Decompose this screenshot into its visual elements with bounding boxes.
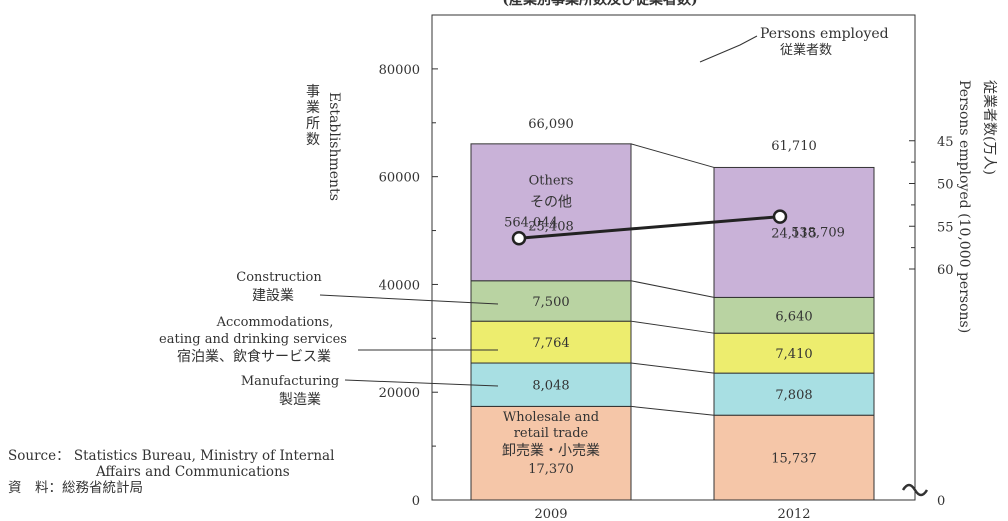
others-label-ja: その他 — [530, 194, 572, 210]
line-legend-ja: 従業者数 — [780, 42, 832, 58]
wholesale-label-ja: 卸売業・小売業 — [502, 443, 600, 459]
connector-line — [630, 143, 715, 168]
x-tick-label: 2009 — [534, 507, 567, 521]
bar-segment — [713, 332, 875, 374]
left-axis-title-ja-char: 所 — [306, 116, 320, 132]
leader-line-construction — [319, 294, 499, 305]
axes: 0 20000 40000 60000 80000 0 45 50 55 60 Establishm… — [306, 14, 997, 521]
bar-segment — [713, 414, 875, 501]
left-axis-title-en: Establishments — [326, 92, 342, 201]
bar-value-label: 7,764 — [532, 336, 569, 351]
left-axis-title-ja-char: 数 — [306, 132, 320, 148]
left-label-accommodations-en2: eating and drinking services — [159, 332, 347, 347]
left-tick-label: 60000 — [379, 171, 420, 186]
bar-value-label: 15,737 — [771, 452, 817, 467]
connector-line — [630, 405, 715, 416]
axis-break-mark — [901, 483, 929, 497]
left-label-construction-en: Construction — [236, 270, 322, 285]
left-tick-label: 20000 — [379, 386, 420, 401]
right-tick-label: 50 — [937, 178, 954, 193]
right-tick-label: 45 — [937, 135, 954, 150]
others-label-en: Others — [529, 173, 574, 188]
bar-value-label: 7,410 — [775, 347, 812, 362]
bar-value-label: 17,370 — [528, 462, 574, 477]
source-line-1: Source： Statistics Bureau, Ministry of I… — [8, 448, 335, 464]
bar-value-label: 6,640 — [775, 309, 812, 324]
total-label: 66,090 — [528, 117, 574, 132]
source-line-3: 資 料：総務省統計局 — [8, 480, 143, 496]
bar-segment — [470, 280, 632, 322]
employment-value-label: 564,044 — [504, 215, 558, 230]
wholesale-label-en1: Wholesale and — [503, 410, 599, 425]
chart-title: (産業別事業所数及び従業者数) — [502, 0, 697, 8]
bar-value-label: 7,808 — [775, 388, 812, 403]
right-axis-title-ja: 従業者数(万人) — [981, 80, 997, 175]
left-label-manufacturing-ja: 製造業 — [279, 392, 321, 408]
connector-line — [630, 280, 715, 298]
right-tick-label: 0 — [937, 494, 945, 509]
right-tick-label: 55 — [937, 220, 954, 235]
bar-segment — [713, 372, 875, 416]
bar-value-label: 25,408 — [528, 219, 574, 234]
plot-frame — [431, 14, 916, 501]
left-label-accommodations-en: Accommodations, — [216, 315, 334, 330]
bar-segment — [470, 320, 632, 364]
bar-segment — [713, 166, 875, 298]
left-label-accommodations-ja: 宿泊業、飲食サービス業 — [177, 348, 331, 365]
left-tick-label: 0 — [412, 494, 420, 509]
line-legend-leader — [699, 35, 758, 63]
source-line-2: Affairs and Communications — [96, 464, 290, 480]
right-tick-label: 60 — [937, 263, 954, 278]
employment-line-segment — [518, 215, 781, 240]
connector-line — [630, 362, 715, 374]
left-axis-title-ja-char: 業 — [306, 100, 320, 116]
bar-value-label: 8,048 — [532, 379, 569, 394]
left-axis-title-ja: 事業所数 — [306, 84, 320, 148]
total-label: 61,710 — [771, 139, 817, 154]
bar-segment — [470, 143, 632, 282]
leader-line-manufacturing — [344, 379, 499, 387]
left-tick-label: 80000 — [379, 63, 420, 78]
bar-value-label: 7,500 — [532, 295, 569, 310]
bar-segment — [470, 405, 632, 501]
source-note: Source： Statistics Bureau, Ministry of I… — [8, 448, 334, 496]
x-tick-label: 2012 — [777, 507, 810, 521]
bar-value-label: 24,115 — [771, 226, 817, 241]
bars — [470, 143, 875, 501]
left-label-manufacturing-en: Manufacturing — [241, 374, 339, 389]
left-axis-title-ja-char: 事 — [306, 84, 320, 100]
left-tick-label: 40000 — [379, 278, 420, 293]
bar-segment — [470, 362, 632, 407]
connector-line — [630, 320, 715, 334]
employment-point — [511, 231, 527, 246]
employment-value-label: 538,709 — [791, 226, 845, 241]
wholesale-label-en2: retail trade — [514, 426, 589, 441]
bar-segment — [713, 296, 875, 334]
right-axis-title-en: Persons employed (10,000 persons) — [956, 80, 972, 333]
employment-point — [772, 209, 788, 224]
left-label-construction-ja: 建設業 — [252, 288, 294, 304]
line-legend-en: Persons employed — [760, 26, 889, 42]
